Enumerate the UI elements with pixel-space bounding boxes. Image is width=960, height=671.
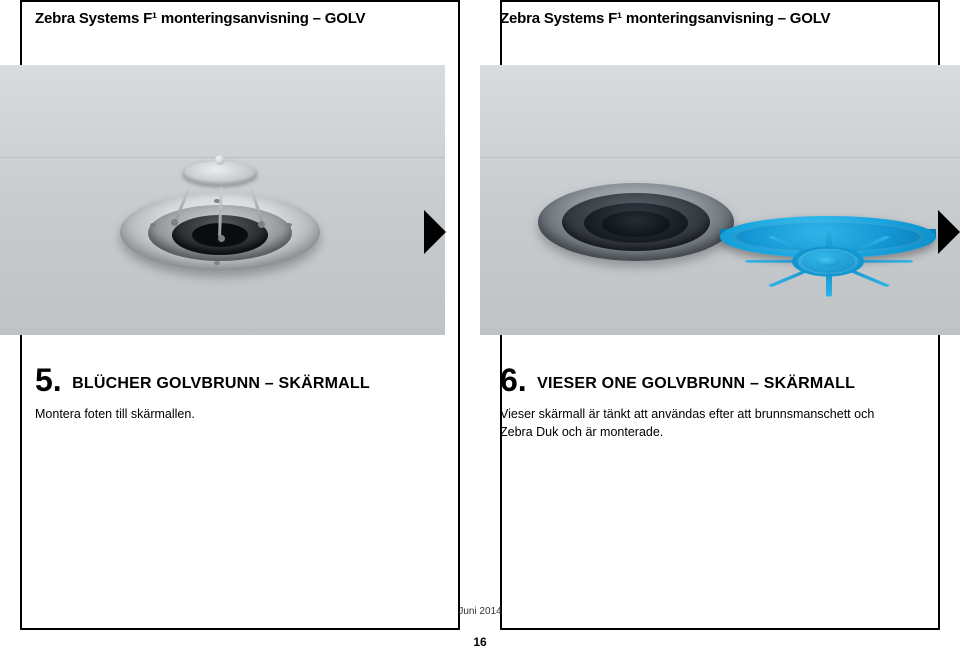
rim-bolt bbox=[286, 223, 292, 227]
blue-center bbox=[816, 256, 840, 266]
next-arrow-icon bbox=[938, 210, 960, 254]
header-left: Zebra Systems F¹ monteringsanvisning – G… bbox=[35, 10, 365, 27]
rim-bolt bbox=[214, 261, 220, 265]
tripod-foot bbox=[258, 221, 265, 228]
step-heading-left: 5. BLÜCHER GOLVBRUNN – SKÄRMALL bbox=[35, 362, 370, 399]
step-body-right: Vieser skärmall är tänkt att användas ef… bbox=[500, 405, 900, 441]
next-arrow-icon bbox=[424, 210, 446, 254]
step-title: BLÜCHER GOLVBRUNN – SKÄRMALL bbox=[72, 375, 370, 392]
tripod-foot bbox=[171, 219, 178, 226]
page: Zebra Systems F¹ monteringsanvisning – G… bbox=[0, 0, 960, 671]
render-right bbox=[480, 65, 960, 335]
tripod-knob bbox=[215, 155, 225, 165]
step-heading-right: 6. VIESER ONE GOLVBRUNN – SKÄRMALL bbox=[500, 362, 855, 399]
header-right: Zebra Systems F¹ monteringsanvisning – G… bbox=[500, 10, 830, 27]
step-body-left: Montera foten till skärmallen. bbox=[35, 405, 435, 423]
footer-date: Juni 2014 bbox=[0, 606, 960, 617]
drain-core-dark bbox=[602, 211, 670, 237]
tripod-foot bbox=[218, 235, 225, 242]
footer-page-number: 16 bbox=[0, 635, 960, 649]
render-left bbox=[0, 65, 445, 335]
step-title: VIESER ONE GOLVBRUNN – SKÄRMALL bbox=[537, 375, 855, 392]
step-number: 5. bbox=[35, 362, 62, 398]
rim-bolt bbox=[150, 223, 156, 227]
blue-template bbox=[720, 216, 936, 258]
step-number: 6. bbox=[500, 362, 527, 398]
floorline bbox=[480, 157, 960, 158]
